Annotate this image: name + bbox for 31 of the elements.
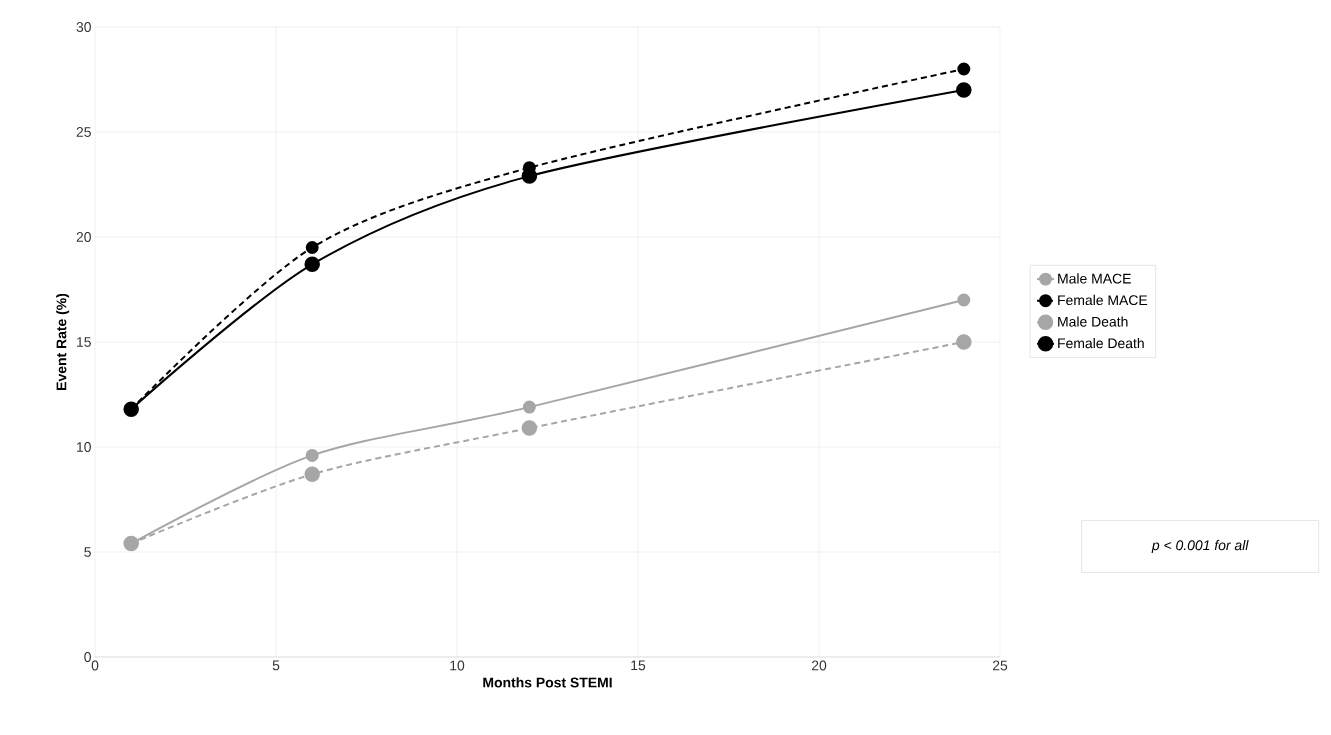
y-tick-label: 30 [76,22,91,32]
x-tick-label: 10 [450,660,465,671]
x-axis-title: Months Post STEMI [483,677,612,688]
x-tick-label: 5 [272,660,280,671]
text: p < 0.001 for all [1151,539,1249,553]
legend-label: Female MACE [1058,294,1148,306]
legend-label: Male MACE [1058,273,1131,284]
point [304,466,320,483]
point [957,62,971,76]
y-tick-label: 20 [76,232,91,242]
point [304,256,320,273]
point [521,420,538,436]
y-tick-label: 10 [77,442,91,452]
x-tick-label: 15 [631,660,646,671]
point [522,400,536,414]
y-axis-title: Event Rate (%) [56,293,70,390]
y-tick-label: 25 [76,127,91,137]
point [521,168,538,184]
point [305,241,319,254]
point [305,448,319,462]
x-tick-label: 20 [811,660,827,671]
y-tick-label: 15 [77,337,91,347]
legend-label: Female Death [1058,338,1144,349]
point [956,334,972,350]
y-tick-label: 0 [84,652,91,662]
x-tick-label: 25 [992,660,1008,671]
point [957,293,971,307]
x-tick-label: 0 [91,660,99,671]
y-tick-label: 5 [84,547,91,557]
point [956,82,972,98]
legend-label: Male Death [1058,316,1128,327]
